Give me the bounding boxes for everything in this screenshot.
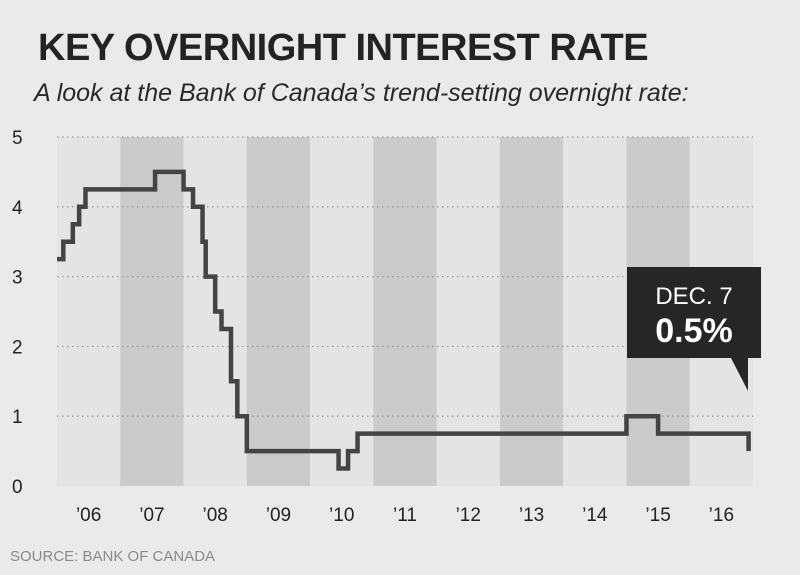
x-axis: ’06 ’07 ’08 ’09 ’10 ’11 ’12 ’13 ’14 ’15 ’16 — [76, 505, 734, 526]
x-tick-label: ’13 — [519, 505, 544, 526]
x-tick-label: ’06 — [76, 505, 101, 526]
x-tick-label: ’11 — [393, 505, 417, 526]
source-note: SOURCE: BANK OF CANADA — [10, 548, 216, 565]
year-band — [246, 137, 311, 486]
x-tick-label: ’08 — [203, 505, 228, 526]
x-tick-label: ’15 — [645, 505, 670, 526]
y-tick-label: 1 — [12, 407, 23, 428]
year-band — [120, 137, 184, 486]
series-lines — [57, 169, 751, 471]
callout-box: DEC. 7 0.5% — [627, 267, 761, 391]
y-axis: 0 1 2 3 4 5 — [12, 128, 23, 498]
callout-date: DEC. 7 — [655, 283, 732, 310]
year-band — [57, 137, 121, 486]
y-tick-label: 3 — [12, 268, 23, 289]
y-tick-label: 2 — [12, 337, 23, 358]
y-tick-label: 4 — [12, 198, 23, 219]
x-tick-label: ’09 — [266, 505, 291, 526]
x-tick-label: ’16 — [709, 505, 734, 526]
year-band — [499, 137, 564, 486]
series-line — [57, 169, 751, 471]
callout-value: 0.5% — [655, 312, 733, 350]
y-tick-label: 0 — [12, 477, 23, 498]
x-tick-label: ’12 — [456, 505, 481, 526]
x-tick-label: ’14 — [582, 505, 608, 526]
x-tick-label: ’07 — [139, 505, 164, 526]
chart-title: KEY OVERNIGHT INTEREST RATE — [38, 27, 649, 69]
y-tick-label: 5 — [12, 128, 23, 149]
year-band — [436, 137, 500, 486]
year-band — [563, 137, 627, 486]
year-band — [373, 137, 437, 486]
x-tick-label: ’10 — [329, 505, 354, 526]
chart-subtitle: A look at the Bank of Canada’s trend-set… — [34, 79, 689, 107]
callout-shape — [627, 267, 761, 391]
year-band — [310, 137, 374, 486]
